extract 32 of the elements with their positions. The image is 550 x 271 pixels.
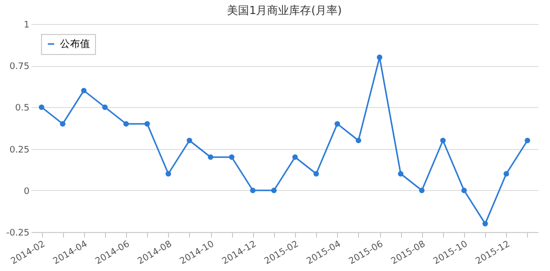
point [81,88,87,94]
chart-title: 美国1月商业库存(月率) [227,4,342,17]
point [376,54,382,60]
point [419,188,425,194]
y-tick-label: 0.75 [9,62,30,72]
y-tick-label: 0 [24,186,30,197]
point [313,171,319,176]
legend-label: 公布值 [60,38,90,50]
point [440,138,446,144]
point [38,104,44,110]
point [398,171,404,176]
point [208,154,214,160]
y-tick-label: 0.25 [9,145,30,156]
y-tick-label: 0.5 [15,104,30,114]
point [356,138,362,144]
point [123,121,129,127]
point [144,121,150,127]
y-tick-label: -0.25 [6,228,30,238]
point [60,121,66,127]
point [102,104,108,110]
point [292,154,298,160]
point [524,138,530,144]
point [504,171,510,176]
point [250,188,256,194]
point [166,171,172,176]
point [334,121,340,127]
y-tick-label: 1 [24,20,30,30]
point [482,220,488,226]
point [186,138,192,144]
point [271,188,277,194]
point [461,188,467,194]
point [228,154,234,160]
